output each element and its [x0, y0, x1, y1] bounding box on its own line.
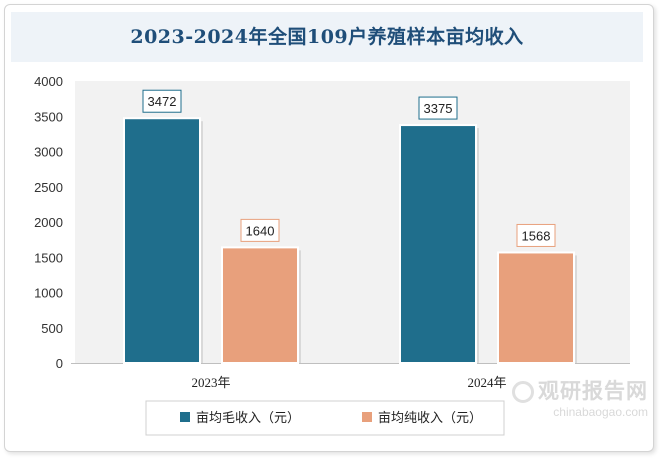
y-tick-label: 500	[41, 321, 63, 336]
chart-title: 2023-2024年全国109户养殖样本亩均收入	[130, 26, 524, 48]
legend-swatch	[180, 412, 190, 422]
x-category-label: 2024年	[467, 375, 506, 390]
x-category-label: 2023年	[191, 375, 230, 390]
data-label: 3375	[424, 101, 453, 116]
data-label: 3472	[148, 94, 177, 109]
watermark: 观研报告网 chinabaogao.com	[498, 378, 648, 432]
bar-gross-2	[399, 124, 477, 364]
legend-label: 亩均毛收入（元）	[196, 410, 300, 426]
y-tick-label: 2500	[34, 180, 63, 195]
data-label: 1568	[522, 228, 551, 243]
data-label: 1640	[246, 223, 275, 238]
bar-gross-1	[123, 117, 201, 364]
y-tick-label: 4000	[34, 74, 63, 89]
y-tick-label: 0	[56, 356, 63, 371]
title-bar: 2023-2024年全国109户养殖样本亩均收入	[11, 12, 643, 62]
data-label-box	[240, 218, 280, 242]
watermark-logo-icon	[512, 381, 534, 403]
y-tick-label: 1000	[34, 286, 63, 301]
legend	[145, 400, 505, 436]
legend-swatch	[362, 412, 372, 422]
y-tick-label: 1500	[34, 250, 63, 265]
bar-net-1	[221, 246, 299, 365]
data-label-box	[516, 223, 556, 247]
y-tick-label: 2000	[34, 215, 63, 230]
y-tick-label: 3000	[34, 145, 63, 160]
watermark-main: 观研报告网	[538, 379, 648, 403]
watermark-sub: chinabaogao.com	[553, 405, 648, 419]
y-tick-label: 3500	[34, 109, 63, 124]
bar-net-2	[497, 251, 575, 364]
data-label-box	[142, 89, 182, 113]
legend-label: 亩均纯收入（元）	[378, 410, 482, 426]
data-label-box	[418, 96, 458, 120]
